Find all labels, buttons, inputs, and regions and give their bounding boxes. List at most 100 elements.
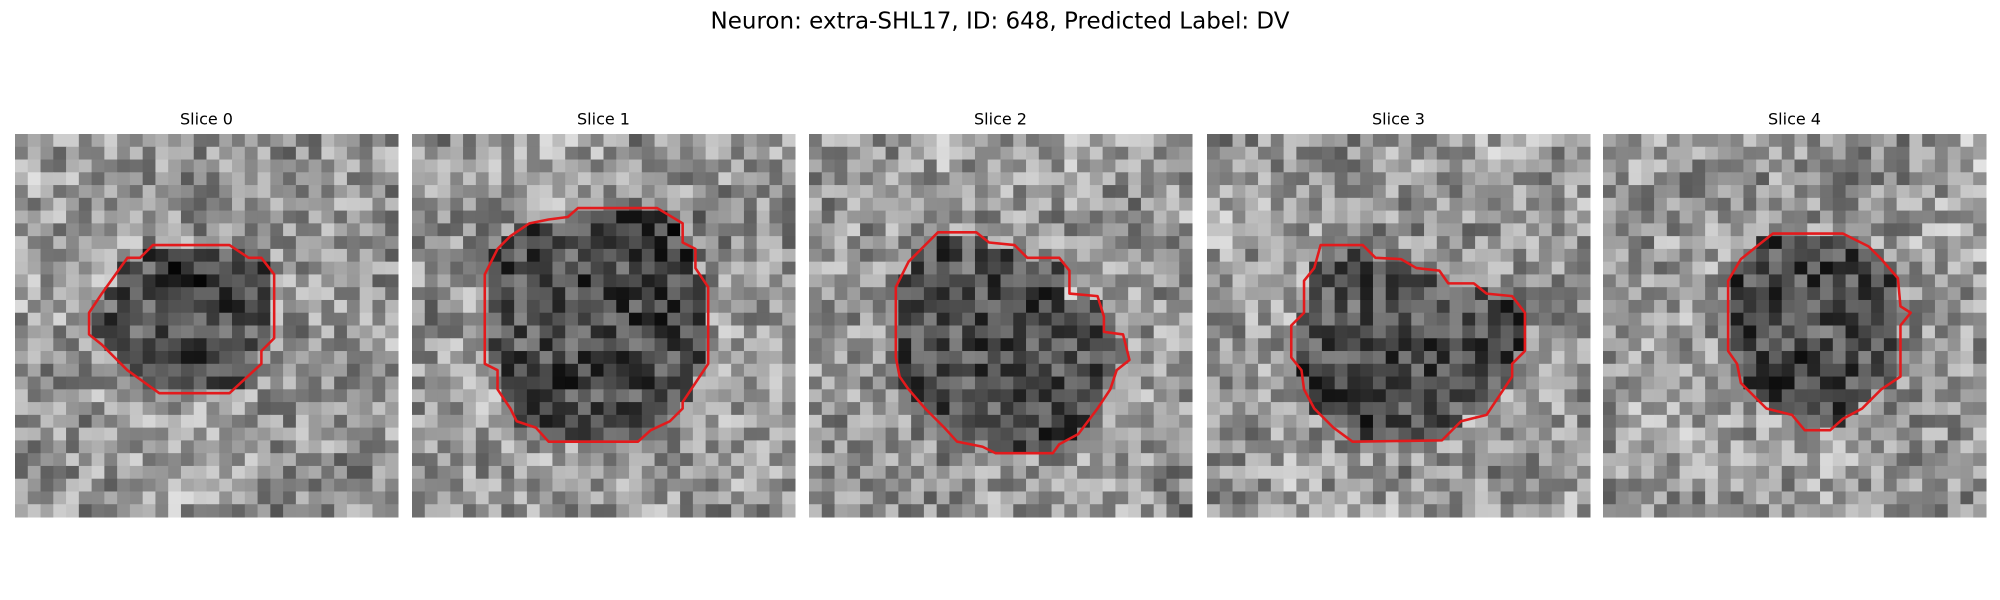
pixel (860, 325, 874, 339)
pixel (1013, 402, 1027, 416)
pixel (1960, 389, 1974, 403)
pixel (526, 325, 541, 339)
pixel (1026, 185, 1040, 199)
pixel (667, 478, 681, 492)
pixel (1140, 210, 1155, 224)
pixel (705, 185, 719, 199)
pixel (514, 465, 528, 480)
pixel (1296, 504, 1310, 518)
pixel (1140, 248, 1155, 263)
pixel (974, 287, 989, 301)
pixel (295, 159, 310, 173)
pixel (1513, 134, 1527, 148)
pixel (437, 223, 451, 237)
pixel (450, 223, 464, 237)
pixel (1666, 478, 1681, 492)
pixel (1179, 338, 1193, 352)
pixel (53, 159, 67, 173)
pixel (1462, 478, 1476, 492)
pixel (1153, 478, 1167, 492)
pixel (244, 363, 259, 378)
pixel (1436, 504, 1451, 518)
pixel (1896, 338, 1910, 352)
pixel (1883, 172, 1898, 186)
pixel (782, 440, 796, 454)
pixel (295, 453, 310, 467)
pixel (27, 427, 42, 441)
pixel (193, 261, 208, 275)
pixel (1398, 274, 1412, 288)
pixel (1026, 325, 1040, 339)
pixel (1283, 504, 1297, 518)
pixel (1064, 146, 1078, 161)
pixel (437, 504, 451, 518)
pixel (1128, 248, 1142, 263)
pixel (1858, 351, 1872, 365)
pixel (1038, 287, 1053, 301)
pixel (1641, 389, 1655, 403)
pixel (104, 453, 118, 467)
pixel (1832, 504, 1847, 518)
pixel (1436, 325, 1451, 339)
pixel (1756, 453, 1770, 467)
pixel (1526, 504, 1540, 518)
pixel (1270, 478, 1285, 492)
pixel (1934, 325, 1949, 339)
pixel (1411, 427, 1425, 441)
pixel (514, 236, 528, 250)
pixel (1896, 172, 1910, 186)
pixel (424, 363, 439, 378)
pixel (308, 389, 322, 403)
pixel (385, 223, 399, 237)
pixel (437, 491, 451, 505)
pixel (1526, 172, 1540, 186)
pixel (437, 351, 451, 365)
pixel (334, 478, 348, 492)
pixel (1153, 414, 1167, 429)
pixel (1756, 146, 1770, 161)
pixel (629, 453, 643, 467)
pixel (321, 389, 335, 403)
pixel (1538, 236, 1553, 250)
pixel (1781, 185, 1796, 199)
pixel (168, 312, 182, 327)
pixel (1577, 402, 1591, 416)
pixel (180, 453, 195, 467)
pixel (769, 440, 783, 454)
pixel (104, 312, 118, 327)
pixel (1051, 223, 1065, 237)
pixel (1128, 465, 1142, 480)
pixel (1398, 312, 1412, 327)
pixel (1077, 402, 1091, 416)
pixel (1140, 338, 1155, 352)
pixel (911, 351, 925, 365)
pixel (1500, 197, 1514, 212)
pixel (104, 504, 118, 518)
pixel (1077, 197, 1091, 212)
pixel (1115, 185, 1129, 199)
pixel (821, 223, 836, 237)
pixel (1449, 159, 1463, 173)
pixel (1038, 491, 1053, 505)
pixel (809, 478, 823, 492)
pixel (1551, 261, 1565, 275)
pixel (539, 389, 553, 403)
pixel (616, 325, 630, 339)
pixel (1000, 491, 1014, 505)
pixel (514, 504, 528, 518)
pixel (1462, 351, 1476, 365)
pixel (91, 210, 105, 224)
pixel (1807, 376, 1821, 390)
pixel (590, 172, 605, 186)
pixel (142, 465, 156, 480)
pixel (1922, 478, 1936, 492)
pixel (1679, 440, 1693, 454)
pixel (641, 325, 656, 339)
pixel (1411, 414, 1425, 429)
pixel (15, 223, 29, 237)
pixel (1973, 146, 1987, 161)
pixel (1577, 146, 1591, 161)
pixel (514, 287, 528, 301)
pixel (1526, 312, 1540, 327)
pixel (1436, 287, 1451, 301)
